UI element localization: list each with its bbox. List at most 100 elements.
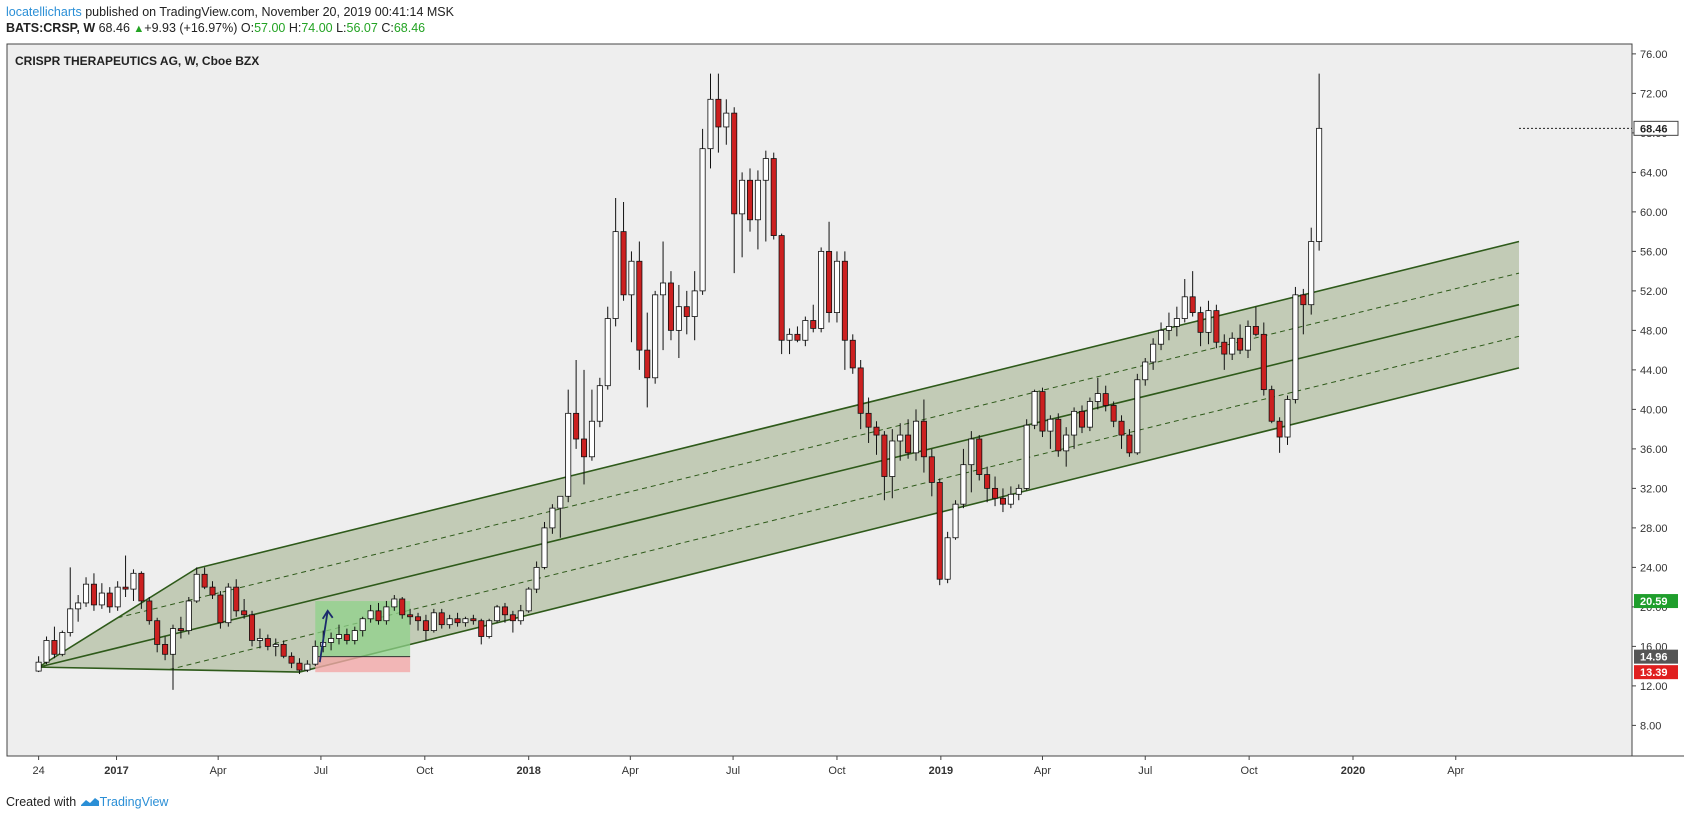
candle-body [225,586,232,624]
candle [430,608,437,633]
tradingview-logo-icon [80,798,99,806]
candle-body [992,487,999,499]
candle [644,312,651,408]
candle [75,595,82,622]
candle-body [786,333,793,341]
candle-body [1094,393,1101,402]
candle [359,616,366,637]
candle [169,624,176,690]
candle [351,626,358,645]
candle [1197,306,1204,347]
time-tick-label: 2017 [104,765,128,777]
candle [1031,389,1038,430]
candle-body [810,320,817,329]
channel-upper-quarter-line[interactable] [117,272,1520,619]
price-label-text: 14.96 [1640,652,1668,664]
price-tick-label: 12.00 [1640,681,1668,693]
regression-channel[interactable] [38,240,1520,673]
candle-body [51,640,58,655]
stop-zone[interactable] [315,656,411,673]
candle-body [588,420,595,458]
price-axis[interactable]: 8.0012.0016.0020.0024.0028.0032.0036.004… [1632,49,1668,733]
candle [399,597,406,619]
candle [446,614,453,629]
channel-lower-line[interactable] [299,367,1520,673]
candle [43,636,50,665]
candle [241,598,248,619]
candle [913,409,920,461]
candle-body [794,333,801,341]
candle-body [1244,326,1251,351]
candle [509,610,516,633]
candle [146,597,153,625]
price-tick-label: 60.00 [1640,207,1668,219]
last-price: 68.46 [98,21,130,35]
candle [1086,397,1093,432]
candle-body [573,412,580,440]
candle [944,531,951,584]
candle [992,476,999,507]
channel-mid-line[interactable] [38,303,1520,668]
tradingview-link[interactable]: TradingView [99,795,169,809]
candle-body [549,507,556,529]
candle [1126,429,1133,457]
price-tick-label: 32.00 [1640,483,1668,495]
candle [1063,427,1070,467]
candle [683,290,690,335]
candle-body [984,474,991,489]
candle [67,567,74,637]
time-axis[interactable]: 24 2017 Apr Jul Oct 2018 Apr Jul Oct 2019 Apr Jul Oc… [32,756,1465,777]
candle [90,573,97,611]
candle-body [691,290,698,317]
time-tick-label: Jul [726,765,740,777]
long-position-tool[interactable] [315,601,411,673]
candle-body [470,618,477,622]
candle [256,628,263,649]
candle-body [1173,318,1180,327]
price-tick-label: 72.00 [1640,88,1668,100]
candle-body [1165,326,1172,331]
candle [454,612,461,627]
open-label: O: [240,21,255,35]
candle-body [446,618,453,626]
arrow-shaft[interactable] [318,610,329,663]
candle-body [1031,391,1038,426]
candle [1260,322,1267,396]
candle [375,602,382,625]
candle [162,636,169,661]
candle-body [438,612,445,626]
candle-body [968,438,975,466]
candle-body [596,385,603,422]
candle [1229,332,1236,361]
candle [501,602,508,623]
trend-arrow[interactable] [318,609,334,663]
candle-body [1292,294,1299,400]
candle [549,504,556,534]
time-tick-label: Oct [416,765,433,777]
author-link[interactable]: locatellicharts [6,5,82,19]
candle-body [1189,296,1196,314]
candle-body [1181,296,1188,319]
candle [1181,279,1188,323]
candle-body [130,572,137,590]
price-tick-label: 40.00 [1640,404,1668,416]
candle [1015,484,1022,501]
candle [383,600,390,625]
candle-body [517,610,524,622]
candle [1055,413,1062,457]
candle [1094,377,1101,410]
price-label-text: 68.46 [1640,123,1668,135]
price-tick-label: 24.00 [1640,562,1668,574]
close-label: C: [381,21,394,35]
candle [952,500,959,540]
candle [731,107,738,274]
candle [391,595,398,611]
candle-body [1221,341,1228,355]
candle [154,617,161,653]
candle-body [644,349,651,379]
candle-body [976,438,983,475]
channel-lower-quarter-line[interactable] [168,335,1520,671]
time-tick-label: Apr [1447,765,1464,777]
candle-body [952,503,959,539]
